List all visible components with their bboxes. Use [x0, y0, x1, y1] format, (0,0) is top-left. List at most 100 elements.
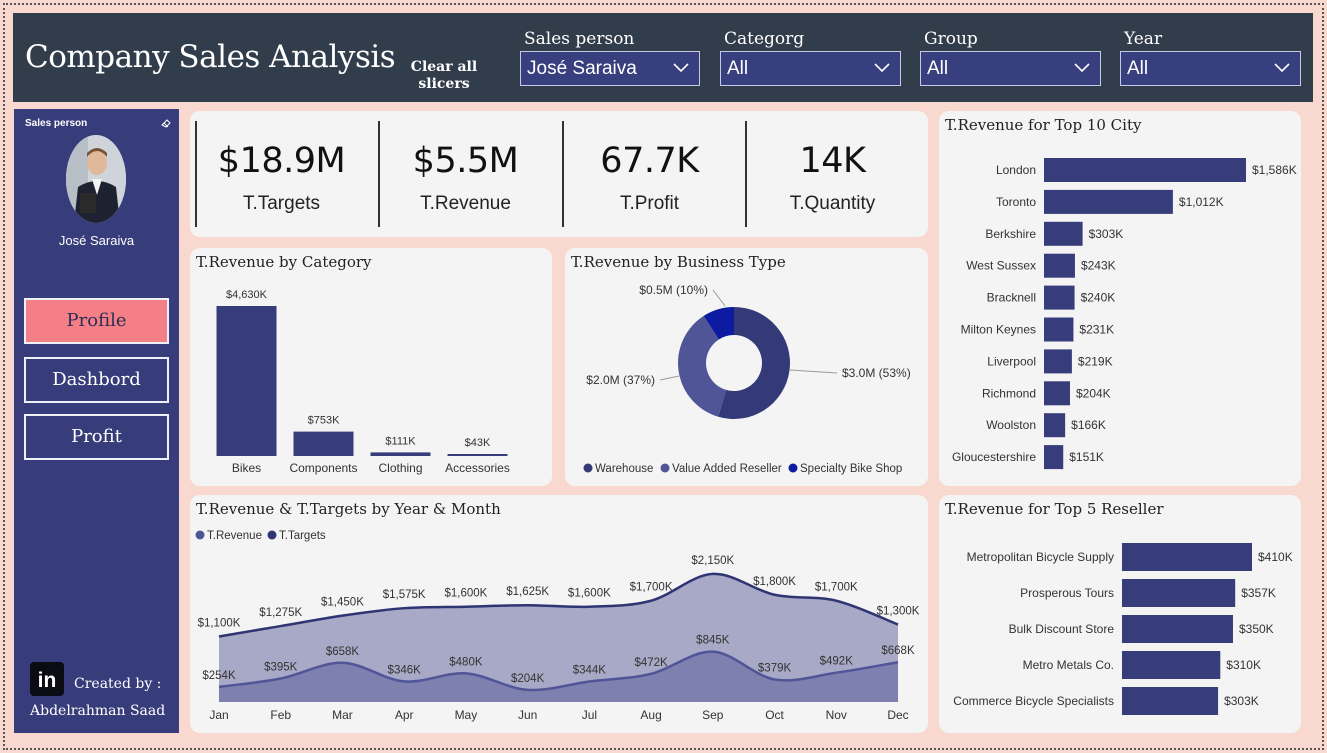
group-dropdown[interactable]: All	[920, 51, 1101, 86]
data-label: $410K	[1258, 550, 1293, 564]
slicer-label-category: Categorg	[724, 29, 805, 49]
data-label: $151K	[1069, 450, 1104, 464]
avatar	[66, 135, 126, 223]
category-label: Woolston	[986, 418, 1036, 432]
dashboard-frame	[3, 3, 1324, 750]
category-label: Bulk Discount Store	[1009, 622, 1115, 636]
tick-label: Apr	[395, 708, 414, 722]
page-title: Company Sales Analysis	[25, 39, 396, 75]
data-label: $3.0M (53%)	[842, 366, 911, 380]
slicer-label-salesperson: Sales person	[524, 29, 635, 49]
linkedin-icon[interactable]: in	[30, 662, 64, 696]
year-dropdown[interactable]: All	[1120, 51, 1301, 86]
kpi-quantity-label: T.Quantity	[789, 193, 876, 214]
revenue-targets-by-month-card: T.Revenue & T.Targets by Year & Month $1…	[190, 495, 928, 733]
category-label: Commerce Bicycle Specialists	[953, 694, 1114, 708]
tick-label: Accessories	[445, 461, 510, 475]
leader-line	[712, 289, 726, 307]
category-label: Richmond	[982, 386, 1036, 400]
revenue-data-label: $845K	[696, 635, 730, 647]
slicer-label-group: Group	[924, 29, 978, 49]
data-label: $231K	[1079, 323, 1114, 337]
legend-marker	[267, 530, 277, 540]
profit-button[interactable]: Profit	[24, 414, 169, 460]
kpi-revenue: $5.5M T.Revenue	[374, 123, 557, 227]
salesperson-dropdown[interactable]: José Saraiva	[520, 51, 700, 86]
bar	[1122, 615, 1233, 643]
tick-label: Jul	[582, 708, 597, 722]
targets-data-label: $1,800K	[753, 576, 796, 588]
eraser-icon[interactable]	[160, 117, 172, 129]
tick-label: May	[455, 708, 478, 722]
legend-label: Value Added Reseller	[672, 463, 782, 475]
data-label: $204K	[1076, 386, 1111, 400]
kpi-quantity: 14K T.Quantity	[741, 123, 924, 227]
category-label: Prosperous Tours	[1020, 586, 1114, 600]
targets-data-label: $1,300K	[877, 606, 920, 618]
category-label: West Sussex	[966, 259, 1036, 273]
donut-slice	[678, 315, 727, 417]
header-bar: Company Sales Analysis Clear all slicers…	[13, 13, 1313, 102]
top-5-reseller-chart: Metropolitan Bicycle Supply $410K Prospero…	[953, 543, 1293, 715]
data-label: $243K	[1081, 259, 1116, 273]
legend-marker	[788, 463, 798, 473]
chevron-down-icon	[1274, 63, 1290, 73]
category-dropdown[interactable]: All	[720, 51, 901, 86]
category-label: Milton Keynes	[961, 323, 1036, 337]
person-photo	[66, 135, 126, 223]
data-label: $111K	[385, 435, 416, 447]
tick-label: Jan	[209, 708, 228, 722]
data-label: $219K	[1078, 354, 1113, 368]
tick-label: Components	[289, 461, 357, 475]
legend-marker	[583, 463, 593, 473]
tick-label: Feb	[270, 708, 291, 722]
revenue-area	[219, 651, 898, 702]
tick-label: Clothing	[378, 461, 422, 475]
kpi-profit-label: T.Profit	[619, 193, 680, 214]
legend-label: Specialty Bike Shop	[800, 463, 902, 475]
tick-label: Jun	[518, 708, 537, 722]
tick-label: Nov	[826, 708, 847, 722]
legend-marker	[195, 530, 205, 540]
kpi-targets-label: T.Targets	[242, 193, 321, 214]
kpi-quantity-value: 14K	[799, 141, 867, 181]
dashboard-button[interactable]: Dashbord	[24, 357, 169, 403]
bar	[1044, 285, 1075, 310]
clear-slicers-button[interactable]: Clear all slicers	[410, 59, 478, 92]
salesperson-name: José Saraiva	[58, 233, 135, 248]
kpi-divider	[195, 121, 197, 227]
legend-label: T.Targets	[279, 530, 326, 542]
tick-label: Aug	[640, 708, 661, 722]
category-dropdown-value: All	[727, 58, 749, 79]
data-label: $2.0M (37%)	[586, 373, 655, 387]
bar	[1122, 687, 1219, 715]
legend-label: Warehouse	[595, 463, 653, 475]
category-label: Metropolitan Bicycle Supply	[967, 550, 1114, 564]
targets-data-label: $1,100K	[198, 617, 241, 629]
tick-label: Bikes	[232, 461, 261, 475]
donut-slice	[703, 307, 734, 340]
targets-data-label: $1,700K	[630, 582, 673, 594]
kpi-divider	[745, 121, 747, 227]
kpi-revenue-label: T.Revenue	[420, 193, 511, 214]
author-name: Abdelrahman Saad	[30, 703, 166, 719]
bar	[1044, 349, 1072, 374]
revenue-by-business-type-card: T.Revenue by Business Type $3.0M (53%) $2…	[565, 248, 928, 486]
leader-line	[789, 369, 838, 374]
chevron-down-icon	[673, 63, 689, 73]
data-label: $303K	[1224, 694, 1259, 708]
profile-button[interactable]: Profile	[24, 298, 169, 344]
chart-title: T.Revenue by Category	[196, 253, 372, 271]
revenue-line	[218, 650, 899, 692]
kpi-divider	[562, 121, 564, 227]
sidebar-label: Sales person	[25, 118, 88, 129]
chart-title: T.Revenue by Business Type	[571, 253, 786, 271]
revenue-by-business-type-chart: $3.0M (53%) $2.0M (37%) $0.5M (10%) Warehou…	[583, 283, 911, 475]
chevron-down-icon	[874, 63, 890, 73]
top-5-reseller-card: T.Revenue for Top 5 Reseller Metropolita…	[939, 495, 1301, 733]
category-label: Liverpool	[987, 354, 1036, 368]
revenue-data-label: $668K	[881, 645, 915, 657]
top-10-city-chart: London $1,586K Toronto $1,012K Berkshire $303…	[952, 158, 1297, 470]
bar	[216, 306, 277, 456]
chart-title: T.Revenue for Top 10 City	[945, 116, 1142, 134]
